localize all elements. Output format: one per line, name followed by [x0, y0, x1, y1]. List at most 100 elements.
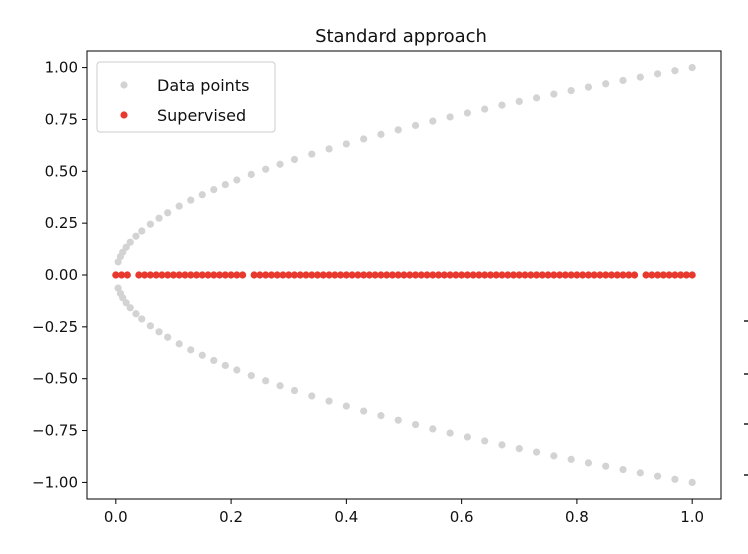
supervised-marker [607, 271, 616, 279]
supervised-marker [388, 271, 397, 279]
data-point-marker [146, 220, 154, 228]
legend: Data points Supervised [96, 61, 276, 133]
x-tick-label: 0.0 [104, 508, 128, 526]
data-point-marker [155, 328, 163, 336]
supervised-marker [498, 271, 506, 279]
data-point-marker [532, 448, 541, 456]
supervised-marker [573, 271, 581, 279]
data-point-marker [636, 469, 644, 477]
data-point-marker [602, 462, 610, 470]
data-point-marker [126, 304, 134, 312]
data-point-marker [114, 284, 122, 292]
data-point-marker [550, 452, 558, 460]
supervised-marker [279, 271, 287, 279]
supervised-marker [630, 271, 639, 279]
data-point-marker [325, 145, 333, 153]
supervised-marker [642, 271, 650, 279]
y-tick-label: −0.50 [32, 370, 78, 388]
data-point-marker [411, 420, 420, 429]
edge-tick-mark [744, 423, 748, 425]
plot-marks [112, 63, 696, 487]
legend-label-data-points: Data points [157, 76, 249, 95]
y-tick-label: −1.00 [32, 473, 78, 491]
edge-tick-mark [744, 373, 748, 375]
y-tick-label: 0.50 [45, 162, 78, 180]
supervised-marker [169, 271, 178, 279]
data-point-marker [619, 76, 627, 85]
data-point-marker [360, 135, 368, 143]
supervised-marker [596, 271, 604, 279]
supervised-marker [550, 271, 558, 279]
data-point-marker [221, 180, 229, 189]
supervised-marker [394, 271, 402, 279]
supervised-marker [146, 271, 154, 279]
supervised-marker [117, 271, 126, 279]
data-point-marker [550, 90, 558, 98]
supervised-marker [446, 271, 454, 279]
data-point-marker [308, 150, 316, 158]
supervised-marker [688, 271, 696, 279]
supervised-marker [434, 271, 443, 279]
supervised-marker [509, 271, 518, 279]
data-point-marker [175, 340, 183, 348]
supervised-marker [319, 271, 327, 279]
supervised-marker [365, 271, 374, 279]
data-point-marker [247, 170, 255, 179]
supervised-marker [659, 271, 667, 279]
supervised-marker [256, 271, 264, 279]
data-point-marker [126, 238, 134, 246]
supervised-marker [285, 271, 293, 279]
supervised-marker [532, 271, 541, 279]
supervised-marker [313, 271, 322, 279]
supervised-marker [411, 271, 420, 279]
supervised-marker [458, 271, 466, 279]
y-tick-label: 0.75 [45, 110, 78, 128]
data-point-marker [138, 227, 146, 235]
supervised-marker [486, 271, 495, 279]
y-tick-label: 1.00 [45, 59, 78, 77]
data-point-marker [247, 371, 255, 380]
edge-tick-mark [744, 474, 748, 476]
supervised-marker [567, 271, 575, 279]
supervised-marker [648, 271, 656, 279]
data-point-marker [584, 83, 593, 91]
supervised-marker [123, 271, 131, 279]
supervised-marker [302, 271, 310, 279]
data-point-marker [132, 232, 140, 240]
supervised-marker [561, 271, 569, 279]
supervised-marker [463, 271, 471, 279]
y-tick-label: 0.00 [45, 266, 78, 284]
supervised-marker [429, 271, 437, 279]
supervised-marker [239, 271, 247, 279]
supervised-marker [682, 271, 691, 279]
data-point-marker [262, 377, 270, 385]
data-point-marker [688, 478, 696, 487]
supervised-marker [342, 271, 350, 279]
data-point-marker [138, 315, 146, 323]
data-point-marker [146, 322, 154, 330]
data-point-marker [360, 407, 368, 415]
data-point-marker [567, 455, 575, 463]
data-point-marker [308, 392, 316, 400]
data-point-marker [446, 113, 454, 121]
data-point-marker [654, 472, 662, 480]
supervised-marker [481, 271, 489, 279]
supervised-marker [654, 271, 662, 279]
supervised-marker [677, 271, 685, 279]
supervised-marker [152, 271, 160, 279]
data-point-marker [481, 437, 489, 445]
data-point-marker [122, 299, 130, 307]
data-point-marker [164, 209, 172, 217]
data-point-marker [198, 191, 206, 199]
supervised-marker [192, 271, 201, 279]
data-point-marker [671, 475, 679, 483]
supervised-marker [492, 271, 500, 279]
supervised-marker [250, 271, 258, 279]
supervised-marker [515, 271, 523, 279]
data-point-marker [377, 412, 385, 420]
data-point-marker [446, 429, 454, 437]
supervised-marker [504, 271, 512, 279]
x-tick-label: 0.2 [219, 508, 243, 526]
data-point-marker [394, 126, 402, 134]
